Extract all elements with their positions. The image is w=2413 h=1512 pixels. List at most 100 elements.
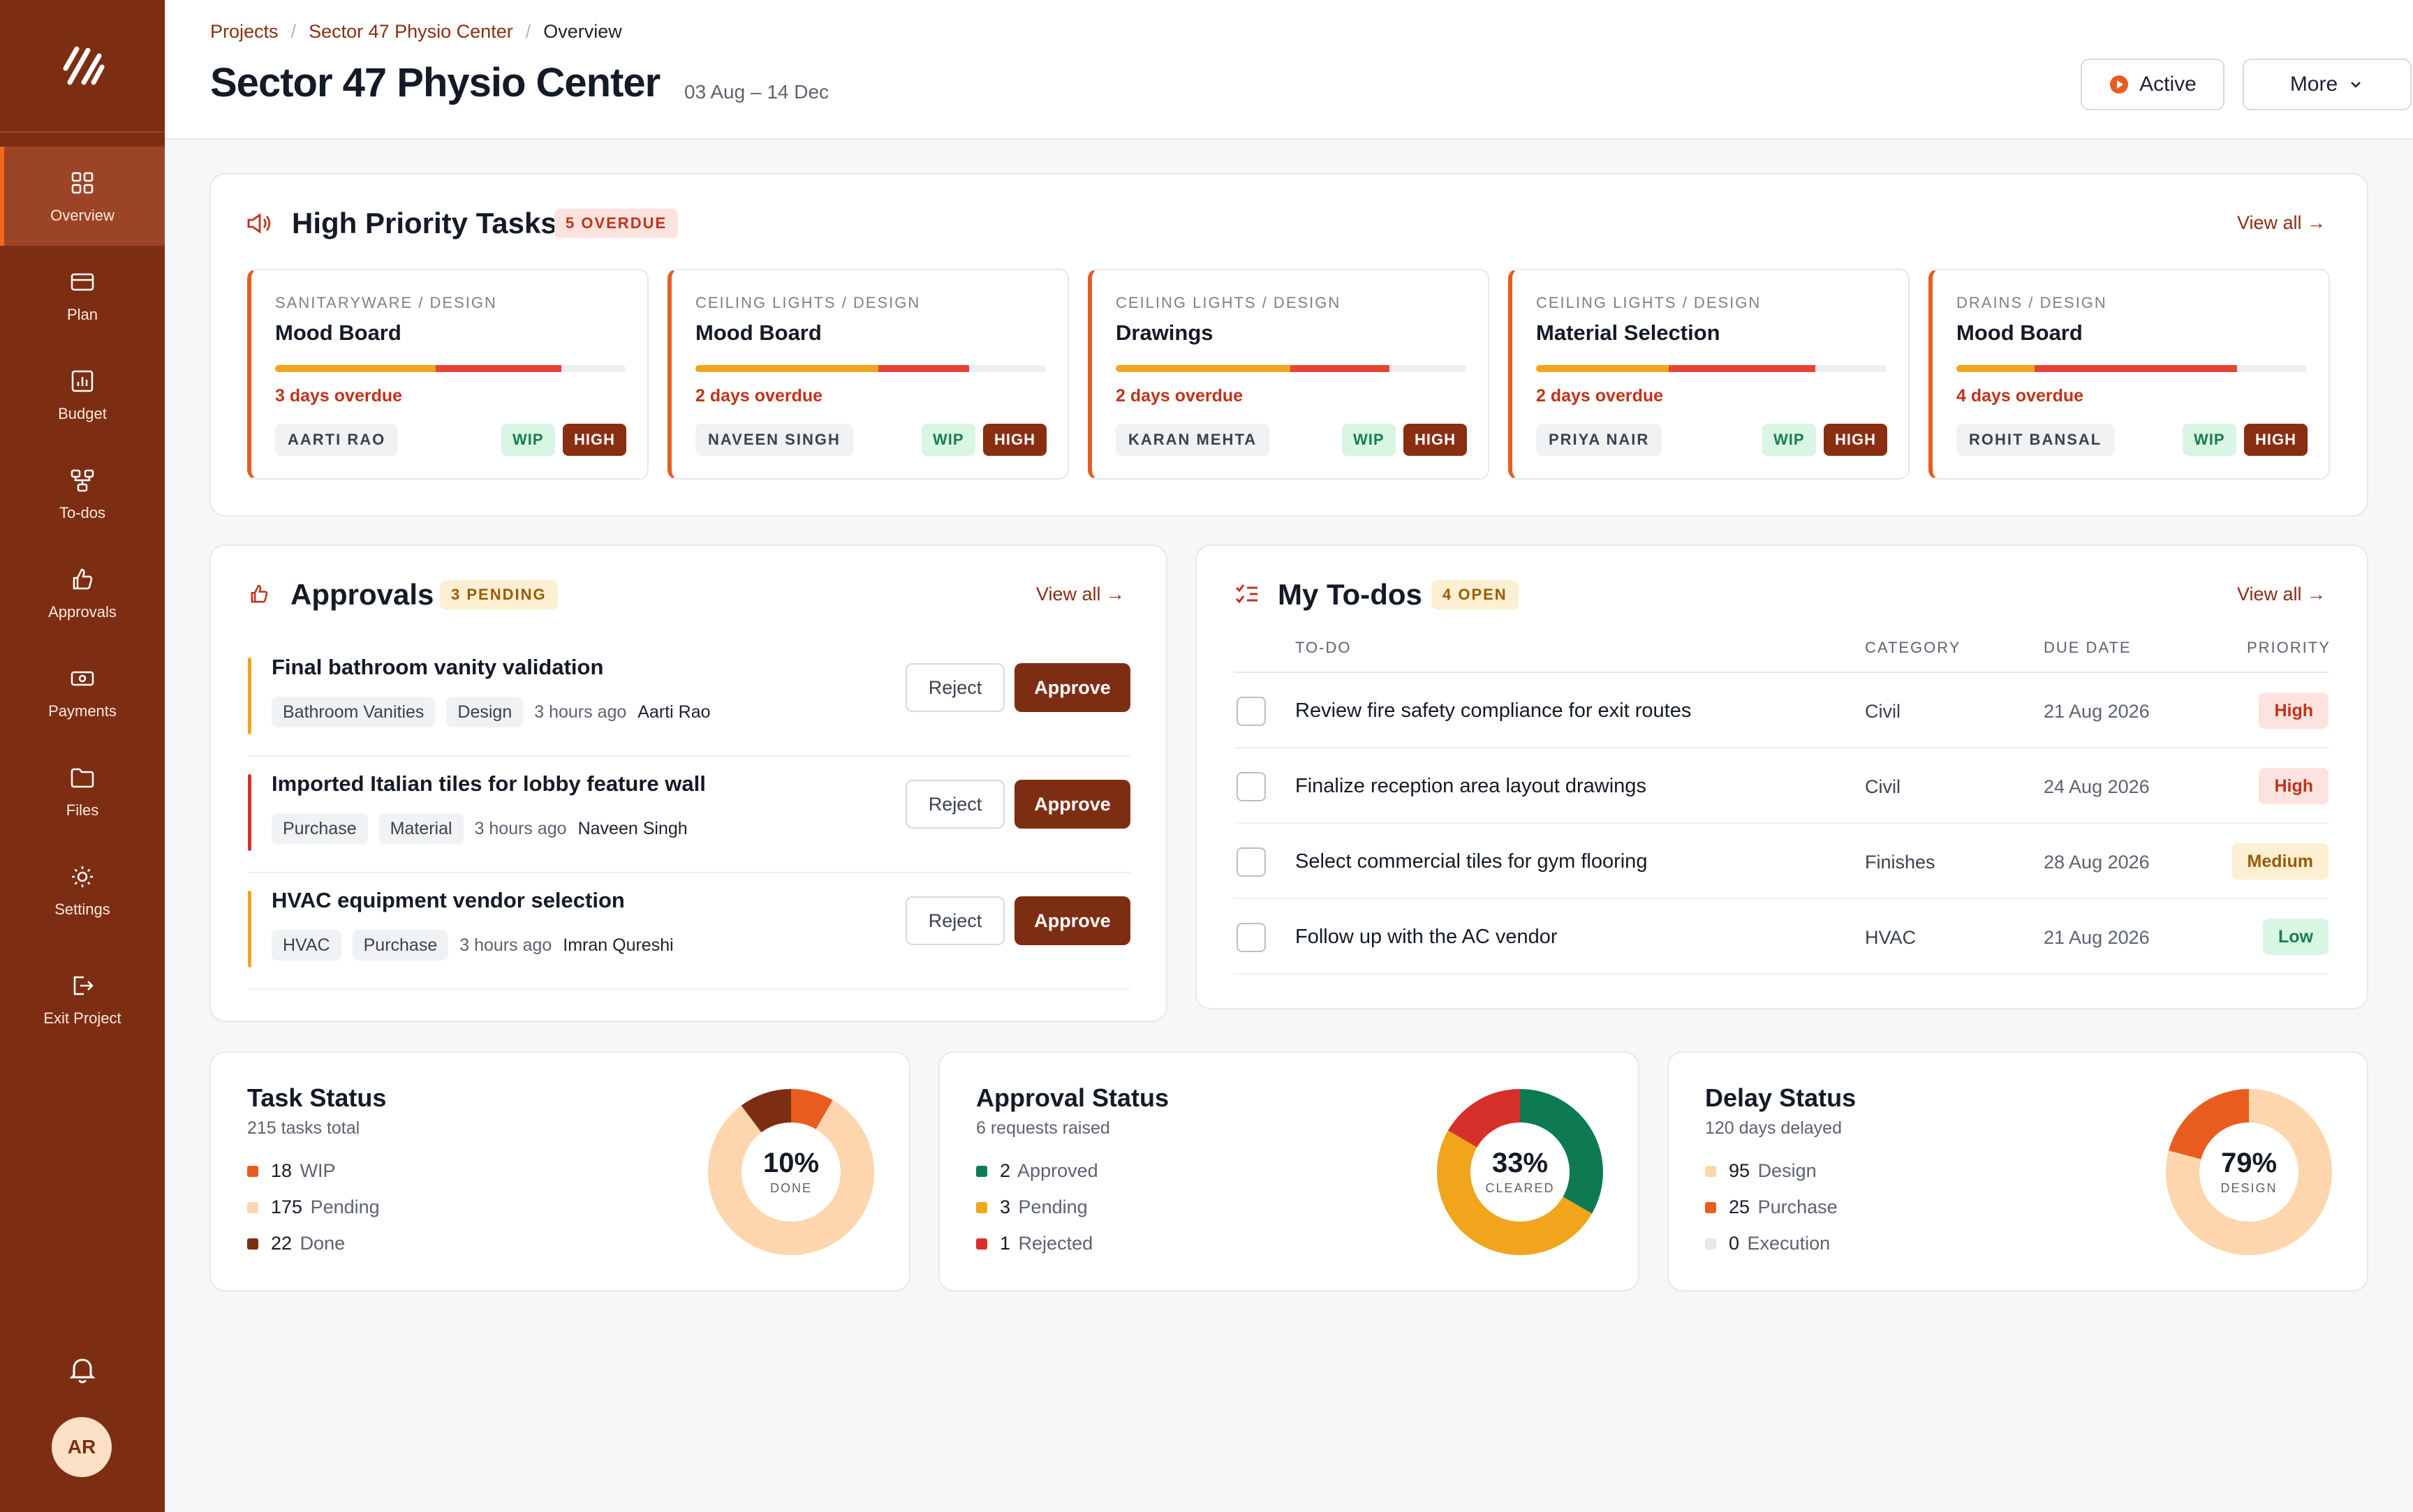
- approval-meta: HVAC Purchase 3 hours ago Imran Qureshi: [272, 930, 674, 961]
- grid-icon: [67, 168, 98, 198]
- sidebar-item-approvals[interactable]: Approvals: [0, 543, 165, 642]
- reject-button[interactable]: Reject: [906, 663, 1005, 712]
- todo-checkbox[interactable]: [1237, 923, 1266, 952]
- donut-slice-purchase: [2169, 1089, 2249, 1159]
- overdue-text: 2 days overdue: [1116, 386, 1244, 406]
- approval-indicator: [248, 891, 251, 968]
- section-title: Approvals: [290, 578, 434, 611]
- todo-title[interactable]: Select commercial tiles for gym flooring: [1295, 850, 1648, 873]
- table-row: Follow up with the AC vendor HVAC 21 Aug…: [1234, 899, 2329, 974]
- section-title: My To-dos: [1278, 578, 1422, 611]
- folder-icon: [67, 762, 98, 793]
- breadcrumb-projects[interactable]: Projects: [210, 21, 279, 42]
- approve-button[interactable]: Approve: [1014, 663, 1130, 712]
- app-logo[interactable]: [0, 0, 165, 133]
- gear-icon: [67, 861, 98, 892]
- task-card[interactable]: CEILING LIGHTS / DESIGN Mood Board 2 day…: [667, 269, 1069, 480]
- sidebar-item-settings[interactable]: Settings: [0, 840, 165, 940]
- checklist-icon: [1235, 584, 1257, 604]
- project-dates: 03 Aug – 14 Dec: [684, 81, 829, 103]
- task-status-card: Task Status 215 tasks total 18 WIP 175 P…: [209, 1051, 910, 1291]
- todo-due-date: 21 Aug 2026: [2044, 927, 2150, 948]
- legend-item: 25 Purchase: [1705, 1196, 1838, 1218]
- todo-title[interactable]: Review fire safety compliance for exit r…: [1295, 699, 1692, 722]
- sidebar-item-plan[interactable]: Plan: [0, 246, 165, 345]
- high-badge: HIGH: [563, 424, 626, 456]
- todos-card: [1195, 544, 2368, 1009]
- sidebar-item-exit-project[interactable]: Exit Project: [0, 949, 165, 1048]
- approval-indicator: [248, 658, 251, 734]
- task-card[interactable]: CEILING LIGHTS / DESIGN Material Selecti…: [1508, 269, 1910, 480]
- assignee-tag: AARTI RAO: [275, 424, 399, 456]
- donut-label: DONE: [769, 1180, 812, 1195]
- sidebar-item-label: Settings: [54, 900, 110, 918]
- column-header-due-date: DUE DATE: [2044, 639, 2132, 656]
- view-all-link[interactable]: View all →: [2237, 584, 2326, 605]
- view-all-link[interactable]: View all →: [2237, 212, 2326, 233]
- bell-icon[interactable]: [66, 1353, 99, 1386]
- task-card[interactable]: SANITARYWARE / DESIGN Mood Board 3 days …: [247, 269, 649, 480]
- breadcrumb-project[interactable]: Sector 47 Physio Center: [309, 21, 513, 42]
- thumbs-up-icon: [251, 584, 268, 603]
- assignee-tag: ROHIT BANSAL: [1956, 424, 2115, 456]
- status-button[interactable]: Active: [2081, 59, 2224, 110]
- thumbs-up-icon: [67, 564, 98, 595]
- sidebar-nav: Overview Plan Budget To-dos Approvals Pa…: [0, 147, 165, 1048]
- approval-time: 3 hours ago: [459, 935, 552, 955]
- approval-time: 3 hours ago: [534, 702, 627, 722]
- view-all-link[interactable]: View all →: [1036, 584, 1126, 605]
- sidebar-item-payments[interactable]: Payments: [0, 642, 165, 741]
- todo-checkbox[interactable]: [1237, 847, 1266, 877]
- table-row: Finalize reception area layout drawings …: [1234, 748, 2329, 824]
- approve-button[interactable]: Approve: [1014, 896, 1130, 945]
- todo-title[interactable]: Follow up with the AC vendor: [1295, 926, 1558, 948]
- sidebar-item-budget[interactable]: Budget: [0, 345, 165, 444]
- approval-item: HVAC equipment vendor selection HVAC Pur…: [248, 874, 1130, 990]
- reject-button[interactable]: Reject: [906, 780, 1005, 829]
- todo-title[interactable]: Finalize reception area layout drawings: [1295, 775, 1646, 797]
- todo-category: Civil: [1865, 701, 1901, 722]
- approval-requester: Naveen Singh: [577, 818, 688, 838]
- approval-title: Imported Italian tiles for lobby feature…: [272, 771, 706, 796]
- todo-checkbox[interactable]: [1237, 697, 1266, 726]
- sidebar-item-todos[interactable]: To-dos: [0, 444, 165, 543]
- high-badge: HIGH: [1824, 424, 1887, 456]
- approval-tag: Design: [446, 697, 524, 727]
- donut-label: CLEARED: [1485, 1180, 1555, 1195]
- stat-title: Approval Status: [976, 1083, 1169, 1112]
- todo-due-date: 28 Aug 2026: [2044, 852, 2150, 873]
- legend-swatch: [247, 1238, 258, 1250]
- task-category: CEILING LIGHTS / DESIGN: [695, 294, 921, 311]
- sidebar-item-overview[interactable]: Overview: [0, 147, 165, 246]
- more-button[interactable]: More: [2243, 59, 2412, 110]
- column-header-priority: PRIORITY: [2247, 639, 2331, 656]
- todo-due-date: 24 Aug 2026: [2044, 776, 2150, 797]
- sidebar-item-label: Overview: [50, 207, 115, 224]
- legend-swatch: [976, 1165, 987, 1177]
- sidebar-item-files[interactable]: Files: [0, 741, 165, 840]
- legend-swatch: [976, 1201, 987, 1213]
- page-title: Sector 47 Physio Center: [210, 60, 661, 105]
- todo-checkbox[interactable]: [1237, 772, 1266, 801]
- user-avatar[interactable]: AR: [52, 1417, 112, 1477]
- donut-percent: 79%: [2220, 1147, 2278, 1178]
- more-label: More: [2289, 73, 2338, 96]
- legend-item: 22 Done: [247, 1233, 345, 1254]
- task-card[interactable]: CEILING LIGHTS / DESIGN Drawings 2 days …: [1088, 269, 1489, 480]
- overdue-text: 3 days overdue: [275, 386, 403, 406]
- sidebar-item-label: To-dos: [59, 504, 106, 521]
- legend-item: 95 Design: [1705, 1160, 1817, 1182]
- task-card[interactable]: DRAINS / DESIGN Mood Board 4 days overdu…: [1928, 269, 2330, 480]
- overdue-badge: 5 OVERDUE: [554, 209, 679, 238]
- priority-badge: Low: [2263, 919, 2329, 955]
- task-status-donut: [708, 1089, 874, 1255]
- approval-indicator: [248, 774, 251, 851]
- approval-requester: Imran Qureshi: [563, 935, 674, 955]
- priority-badge: High: [2259, 768, 2329, 804]
- task-progress-bar: [1956, 365, 2307, 372]
- reject-button[interactable]: Reject: [906, 896, 1005, 945]
- delay-status-card: Delay Status 120 days delayed 95 Design …: [1667, 1051, 2368, 1291]
- logo-icon: [63, 46, 105, 85]
- approve-button[interactable]: Approve: [1014, 780, 1130, 829]
- wip-badge: WIP: [1342, 424, 1396, 456]
